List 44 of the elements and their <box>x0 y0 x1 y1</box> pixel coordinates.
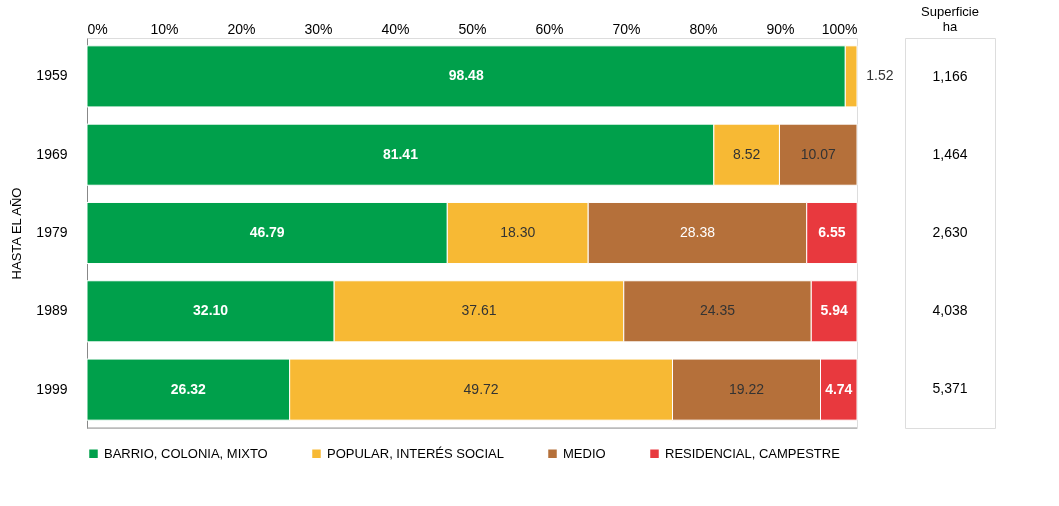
x-tick-label: 0% <box>87 20 108 37</box>
x-tick-label: 30% <box>304 20 333 37</box>
y-tick-label: 1989 <box>36 302 68 319</box>
legend-label: RESIDENCIAL, CAMPESTRE <box>665 445 841 461</box>
legend-label: MEDIO <box>563 445 606 461</box>
x-tick-label: 100% <box>821 20 858 37</box>
text: 2,630 <box>932 224 968 240</box>
y-tick-label: 1959 <box>36 67 68 84</box>
x-tick-label: 80% <box>689 20 718 37</box>
y-tick-label: 1969 <box>36 145 68 162</box>
data-label: 49.72 <box>463 380 499 397</box>
text: Superficie ha <box>921 4 979 34</box>
legend-label: POPULAR, INTERÉS SOCIAL <box>327 445 504 461</box>
x-tick-label: 70% <box>612 20 641 37</box>
data-label: 19.22 <box>728 380 765 397</box>
data-label: 4.74 <box>825 380 853 397</box>
text: 1,166 <box>932 68 968 84</box>
text: 1,464 <box>932 146 968 162</box>
data-label: 24.35 <box>699 302 736 319</box>
text: 4,038 <box>932 302 968 318</box>
data-label: 1.52 <box>866 67 894 84</box>
data-label: 26.32 <box>170 380 207 397</box>
data-label: 10.07 <box>800 145 836 162</box>
data-label: 81.41 <box>382 145 419 162</box>
y-tick-label: 1999 <box>36 380 68 397</box>
x-tick-label: 10% <box>150 20 179 37</box>
data-label: 37.61 <box>461 302 497 319</box>
data-label: 28.38 <box>679 224 716 240</box>
x-tick-label: 50% <box>458 20 487 37</box>
x-tick-label: 90% <box>766 20 795 37</box>
data-label: 8.52 <box>733 145 761 162</box>
data-label: 32.10 <box>193 302 229 319</box>
y-axis-title: HASTA EL AÑO <box>9 187 25 280</box>
data-label: 5.94 <box>820 302 848 319</box>
x-tick-label: 20% <box>227 20 256 37</box>
y-tick-label: 1979 <box>36 224 68 240</box>
data-label: 98.48 <box>448 67 484 84</box>
x-tick-label: 40% <box>381 20 410 37</box>
data-label: 6.55 <box>818 224 846 240</box>
data-label: 18.30 <box>500 224 536 240</box>
data-label: 46.79 <box>249 224 285 240</box>
x-tick-label: 60% <box>535 20 564 37</box>
text: 5,371 <box>932 380 968 396</box>
legend-label: BARRIO, COLONIA, MIXTO <box>104 445 268 461</box>
